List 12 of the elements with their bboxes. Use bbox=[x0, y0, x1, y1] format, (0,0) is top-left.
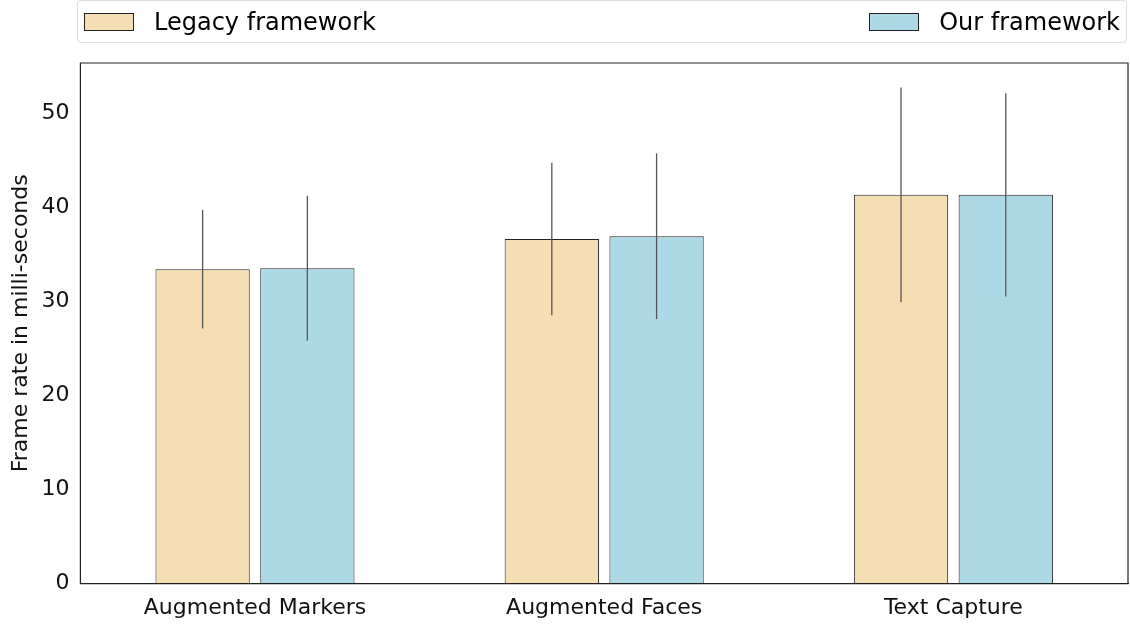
x-tick-label: Text Capture bbox=[882, 593, 1023, 619]
y-tick-label: 10 bbox=[41, 475, 70, 501]
y-axis-title: Frame rate in milli-seconds bbox=[6, 174, 32, 473]
x-tick-label: Augmented Faces bbox=[506, 593, 703, 619]
y-tick-label: 20 bbox=[41, 381, 70, 407]
y-tick-label: 40 bbox=[41, 192, 70, 218]
x-tick-label: Augmented Markers bbox=[143, 593, 367, 619]
y-tick-label: 30 bbox=[41, 286, 70, 312]
legend-label: Legacy framework bbox=[154, 7, 376, 36]
legend-label: Our framework bbox=[939, 7, 1120, 36]
y-tick-label: 0 bbox=[55, 569, 70, 595]
y-tick-label: 50 bbox=[41, 98, 70, 124]
